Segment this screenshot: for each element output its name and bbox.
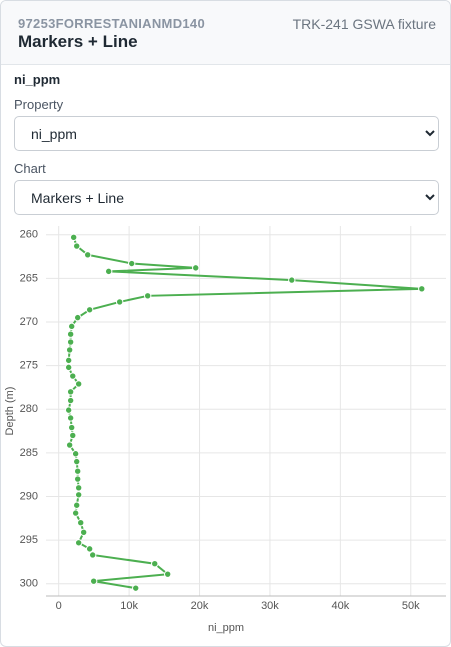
- marker: [64, 363, 73, 372]
- marker: [143, 292, 152, 300]
- marker: [73, 501, 81, 509]
- marker: [65, 346, 74, 354]
- section-title: ni_ppm: [14, 72, 61, 87]
- property-select[interactable]: ni_ppm: [14, 116, 439, 151]
- marker: [104, 267, 113, 276]
- marker: [66, 396, 75, 405]
- y-tick-label: 260: [20, 229, 38, 241]
- marker: [83, 251, 92, 259]
- x-axis-label: ni_ppm: [208, 622, 244, 634]
- marker: [73, 457, 81, 466]
- control-label: Property: [14, 97, 64, 112]
- x-tick-label: 40k: [331, 600, 349, 612]
- marker: [192, 264, 200, 272]
- marker: [65, 441, 74, 449]
- marker: [85, 545, 94, 553]
- marker: [64, 356, 73, 365]
- y-tick-label: 280: [20, 403, 38, 415]
- data-line: [67, 237, 422, 590]
- marker: [418, 285, 426, 293]
- y-tick-label: 270: [20, 316, 38, 328]
- marker: [71, 450, 80, 458]
- marker: [288, 276, 296, 284]
- marker: [163, 570, 172, 578]
- marker: [64, 406, 73, 414]
- x-tick-label: 10k: [120, 600, 138, 612]
- x-tick-label: 20k: [191, 600, 209, 612]
- x-tick-label: 0: [56, 600, 62, 612]
- chart: ni_ppm Depth (m) 260 265 270 275 280 285 290 29…: [4, 226, 446, 634]
- marker: [73, 242, 81, 250]
- marker: [73, 467, 82, 475]
- header: 97253FORRESTANIANMD140 Markers + Line TR…: [1, 1, 450, 65]
- marker: [74, 380, 83, 388]
- marker: [74, 484, 83, 492]
- x-tick-label: 50k: [402, 600, 420, 612]
- marker: [66, 388, 75, 396]
- marker: [68, 423, 76, 432]
- marker: [115, 298, 124, 306]
- marker: [151, 560, 159, 568]
- marker: [73, 475, 82, 483]
- marker: [69, 233, 78, 242]
- marker: [74, 491, 83, 499]
- marker: [88, 551, 97, 559]
- y-axis-label: Depth (m): [4, 387, 16, 436]
- y-tick-label: 290: [20, 490, 38, 502]
- marker: [69, 431, 77, 440]
- marker: [89, 577, 98, 585]
- marker: [74, 539, 83, 547]
- marker: [66, 330, 75, 338]
- marker: [71, 509, 80, 517]
- marker: [69, 372, 77, 380]
- x-tick-label: 30k: [261, 600, 279, 612]
- y-tick-label: 285: [20, 447, 38, 459]
- marker: [68, 322, 76, 331]
- y-tick-label: 265: [20, 272, 38, 284]
- marker: [128, 259, 136, 268]
- subtitle: 97253FORRESTANIANMD140: [18, 16, 205, 31]
- y-tick-label: 300: [20, 578, 38, 590]
- marker: [79, 528, 88, 536]
- title: Markers + Line: [18, 32, 138, 51]
- chart-select[interactable]: Markers + Line: [14, 180, 439, 215]
- marker: [66, 338, 75, 346]
- control-label: Chart: [14, 161, 46, 176]
- marker: [132, 584, 140, 592]
- tag: TRK-241 GSWA fixture: [292, 16, 436, 32]
- marker: [77, 518, 85, 527]
- marker: [85, 306, 94, 314]
- y-tick-label: 275: [20, 360, 38, 372]
- y-tick-label: 295: [20, 534, 38, 546]
- marker: [73, 313, 82, 322]
- marker: [66, 414, 75, 422]
